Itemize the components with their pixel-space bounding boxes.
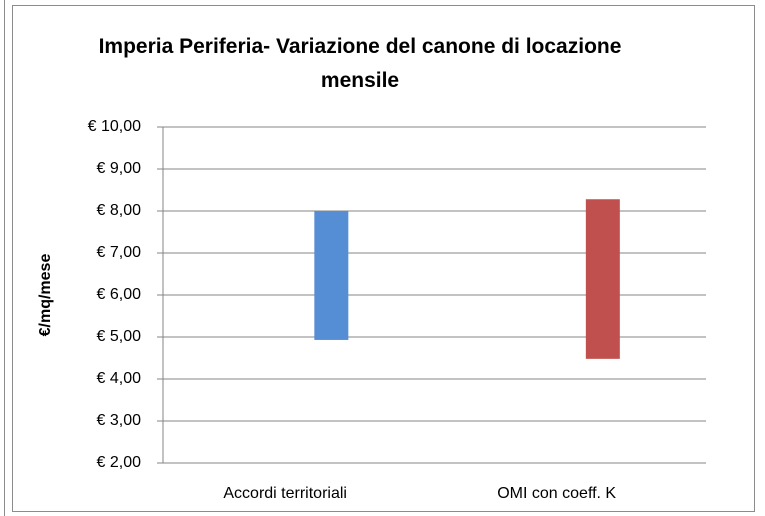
y-tick-label: € 9,00 xyxy=(97,160,142,177)
y-tick-label: € 5,00 xyxy=(97,328,142,345)
y-tick-label: € 6,00 xyxy=(97,286,142,303)
y-axis-label: €/mq/mese xyxy=(37,254,54,337)
y-tick-label: € 4,00 xyxy=(97,370,142,387)
bar xyxy=(585,199,620,359)
chart-title: Imperia Periferia- Variazione del canone… xyxy=(98,35,622,92)
y-tick-label: € 7,00 xyxy=(97,244,142,261)
chart-frame xyxy=(12,5,755,512)
y-tick-label: € 10,00 xyxy=(88,118,141,135)
x-tick-label: OMI con coeff. K xyxy=(497,485,616,502)
bar xyxy=(314,211,349,340)
window-edge xyxy=(4,0,5,516)
y-tick-label: € 8,00 xyxy=(97,202,142,219)
y-tick-label: € 3,00 xyxy=(97,412,142,429)
x-tick-label: Accordi territoriali xyxy=(223,485,347,502)
y-tick-label: € 2,00 xyxy=(97,454,142,471)
